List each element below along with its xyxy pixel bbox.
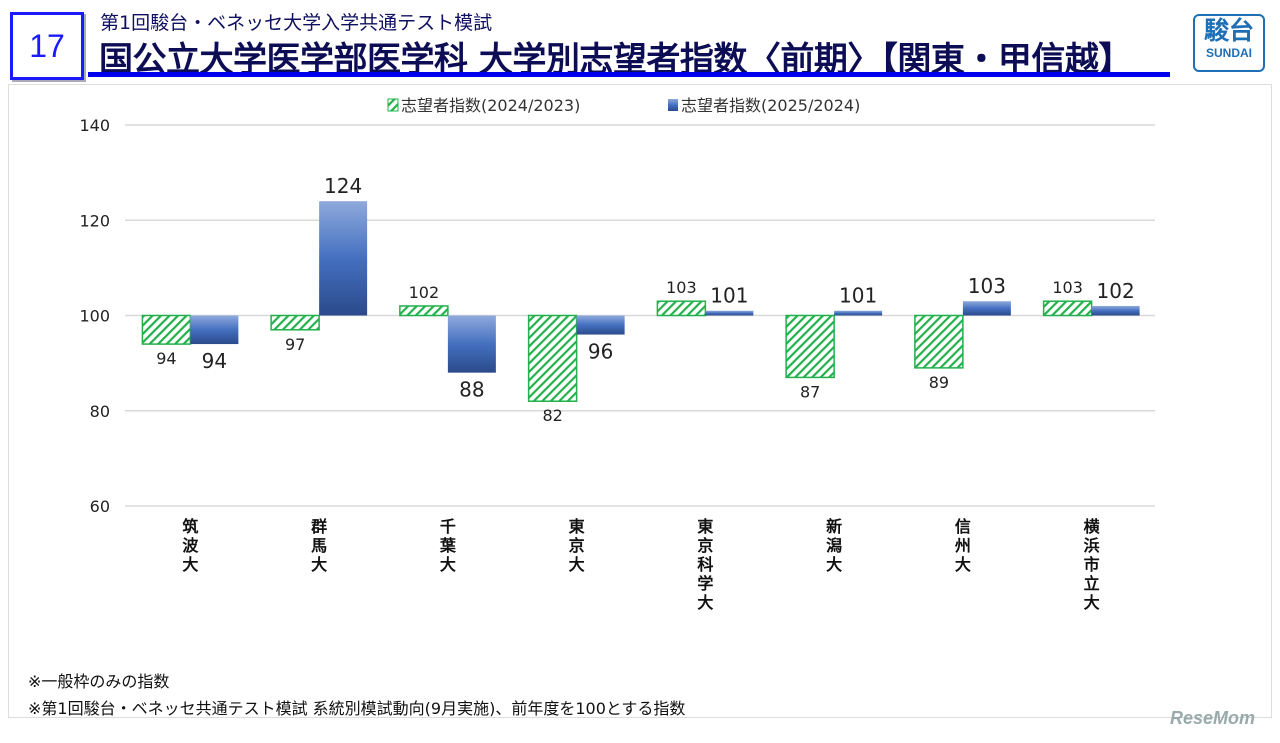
category-label: 葉: [439, 536, 457, 555]
bar: [527, 314, 578, 402]
category-label: 京: [569, 536, 585, 555]
category-label: 立: [1084, 574, 1100, 593]
category-label: 市: [1084, 555, 1100, 574]
bar: [270, 314, 320, 331]
bar: [705, 310, 754, 316]
legend-swatch: [387, 98, 399, 112]
data-label: 124: [324, 174, 362, 198]
data-label: 94: [156, 349, 176, 368]
bar: [785, 314, 835, 379]
category-label: 東: [569, 517, 585, 536]
title-underline: [88, 72, 1170, 77]
chart-frame: [8, 84, 1272, 718]
category-label: 大: [955, 555, 971, 574]
category-label: 京: [697, 536, 713, 555]
data-label: 102: [1097, 279, 1135, 303]
data-label: 102: [409, 283, 440, 302]
category-label: 大: [697, 593, 713, 612]
bar: [190, 315, 239, 345]
category-label: 大: [440, 555, 456, 574]
sundai-logo: 駿台 SUNDAI: [1193, 14, 1265, 72]
slide-number: 17: [10, 12, 84, 80]
category-label: 大: [569, 555, 585, 574]
category-label: 潟: [826, 536, 842, 555]
category-label: 波: [182, 536, 199, 555]
bar: [914, 314, 964, 369]
bar: [399, 305, 449, 317]
legend-label: 志望者指数(2024/2023): [401, 96, 580, 115]
category-label: 大: [1084, 593, 1100, 612]
category-label: 科: [697, 555, 713, 574]
bar: [141, 314, 192, 345]
data-label: 101: [710, 284, 748, 308]
note-2: ※第1回駿台・ベネッセ共通テスト模試 系統別模試動向(9月実施)、前年度を100…: [28, 699, 686, 718]
bar: [834, 310, 883, 316]
logo-english: SUNDAI: [1205, 46, 1252, 60]
note-1: ※一般枠のみの指数: [28, 672, 170, 691]
bar: [656, 300, 707, 317]
bar: [319, 201, 368, 316]
category-label: 東: [697, 517, 713, 536]
legend-label: 志望者指数(2025/2024): [681, 96, 860, 115]
category-label: 州: [954, 536, 971, 555]
category-label: 横: [1084, 517, 1101, 536]
bar: [962, 301, 1011, 316]
category-label: 千: [440, 517, 456, 536]
subtitle: 第1回駿台・ベネッセ大学入学共通テスト模試: [100, 12, 493, 34]
bar: [1042, 300, 1093, 317]
y-tick-label: 140: [79, 116, 110, 135]
data-label: 97: [285, 335, 305, 354]
data-label: 103: [666, 278, 697, 297]
category-label: 馬: [311, 536, 327, 555]
y-tick-label: 120: [79, 211, 110, 230]
bar: [576, 315, 625, 335]
bar: [1091, 305, 1140, 316]
data-label: 101: [839, 284, 877, 308]
data-label: 103: [1052, 278, 1083, 297]
category-label: 浜: [1084, 536, 1100, 555]
data-label: 82: [542, 406, 562, 425]
category-label: 大: [182, 555, 198, 574]
category-label: 筑: [182, 517, 198, 536]
data-label: 87: [800, 382, 820, 401]
data-label: 96: [588, 340, 613, 364]
data-label: 89: [929, 373, 949, 392]
category-label: 大: [826, 555, 842, 574]
category-label: 群: [311, 517, 327, 536]
category-label: 学: [697, 574, 713, 593]
y-tick-label: 80: [90, 402, 110, 421]
y-tick-label: 60: [90, 497, 110, 516]
category-label: 大: [311, 555, 327, 574]
data-label: 94: [202, 349, 227, 373]
legend-swatch: [668, 99, 678, 111]
category-label: 新: [826, 517, 842, 536]
data-label: 88: [459, 378, 484, 402]
logo-kanji: 駿台: [1203, 16, 1254, 45]
y-tick-label: 100: [79, 307, 110, 326]
data-label: 103: [968, 274, 1006, 298]
watermark: ReseMom: [1170, 708, 1256, 728]
category-label: 信: [955, 517, 971, 536]
bar: [447, 315, 496, 373]
